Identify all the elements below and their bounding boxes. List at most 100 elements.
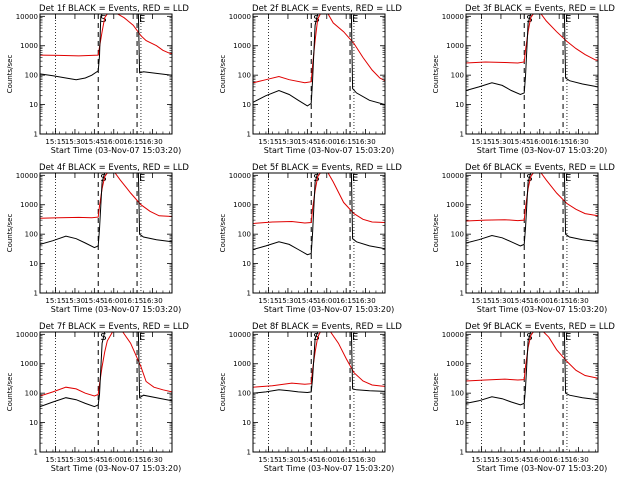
panel-title: Det 5f BLACK = Events, RED = LLD <box>252 163 402 173</box>
y-tick-label: 1 <box>247 131 251 139</box>
plot-frame <box>465 331 599 453</box>
y-tick-label: 10000 <box>442 13 464 21</box>
x-tick-label: 15:15 <box>471 297 491 305</box>
panel-det-4: Det 4f BLACK = Events, RED = LLD Counts/s… <box>6 163 189 314</box>
x-tick-label: 16:30 <box>142 297 162 305</box>
x-tick-label: 16:15 <box>123 138 143 146</box>
x-tick-label: 16:00 <box>317 297 337 305</box>
y-tick-label: 100 <box>451 72 464 80</box>
panel-det-3: Det 3f BLACK = Events, RED = LLD Counts/s… <box>432 4 615 155</box>
start-marker: S <box>313 332 319 343</box>
x-axis-label: Start Time (03-Nov-07 15:03:20) <box>264 146 394 155</box>
series-black-line <box>40 173 172 249</box>
x-tick-label: 16:30 <box>355 297 375 305</box>
x-tick-label: 15:45 <box>297 138 317 146</box>
plot-frame <box>252 331 386 453</box>
y-tick-label: 10 <box>455 419 464 427</box>
series-red-line <box>466 332 598 382</box>
panel-title: Det 1f BLACK = Events, RED = LLD <box>39 4 189 14</box>
x-tick-label: 16:15 <box>123 456 143 464</box>
x-tick-label: 15:15 <box>45 297 65 305</box>
y-tick-label: 10 <box>242 101 251 109</box>
plot-frame <box>39 13 173 135</box>
y-tick-label: 10000 <box>16 172 38 180</box>
x-tick-label: 16:00 <box>104 297 124 305</box>
y-tick-label: 100 <box>451 231 464 239</box>
series-red-line <box>466 14 598 64</box>
x-tick-label: 16:15 <box>336 138 356 146</box>
y-tick-label: 100 <box>238 72 251 80</box>
x-tick-label: 16:30 <box>142 456 162 464</box>
series-red-line <box>253 332 385 388</box>
series-black-line <box>253 14 385 107</box>
panel-title: Det 7f BLACK = Events, RED = LLD <box>39 322 189 332</box>
x-tick-label: 15:15 <box>471 138 491 146</box>
y-axis-label: Counts/sec <box>432 214 440 253</box>
panel-det-9: Det 9f BLACK = Events, RED = LLD Counts/s… <box>432 322 615 473</box>
y-tick-label: 1 <box>247 290 251 298</box>
x-tick-label: 15:15 <box>45 456 65 464</box>
y-axis-label: Counts/sec <box>219 55 227 94</box>
y-tick-label: 1 <box>460 131 464 139</box>
y-tick-label: 10000 <box>229 331 251 339</box>
x-tick-label: 15:15 <box>471 456 491 464</box>
series-black-line <box>253 332 385 394</box>
panel-title: Det 4f BLACK = Events, RED = LLD <box>39 163 189 173</box>
y-axis-label: Counts/sec <box>432 55 440 94</box>
x-axis-label: Start Time (03-Nov-07 15:03:20) <box>51 464 181 473</box>
x-tick-label: 15:30 <box>491 297 511 305</box>
x-tick-label: 16:30 <box>568 138 588 146</box>
x-tick-label: 15:15 <box>258 138 278 146</box>
plot-frame <box>465 13 599 135</box>
series-black-line <box>466 173 598 247</box>
x-axis-label: Start Time (03-Nov-07 15:03:20) <box>477 464 607 473</box>
end-marker: E <box>352 173 358 184</box>
x-tick-label: 15:30 <box>65 138 85 146</box>
y-axis-label: Counts/sec <box>6 373 14 412</box>
x-tick-label: 15:45 <box>510 138 530 146</box>
end-marker: E <box>352 14 358 25</box>
y-tick-label: 1 <box>34 449 38 457</box>
x-tick-label: 16:30 <box>568 297 588 305</box>
panel-det-8: Det 8f BLACK = Events, RED = LLD Counts/s… <box>219 322 402 473</box>
y-tick-label: 1 <box>247 449 251 457</box>
plot-frame <box>39 172 173 294</box>
y-tick-label: 1000 <box>446 201 464 209</box>
y-tick-label: 1000 <box>233 201 251 209</box>
y-tick-label: 1 <box>34 131 38 139</box>
end-marker: E <box>565 173 571 184</box>
series-black-line <box>466 332 598 406</box>
x-tick-label: 15:45 <box>297 297 317 305</box>
x-tick-label: 16:15 <box>549 297 569 305</box>
plot-frame <box>252 172 386 294</box>
plot-frame <box>252 13 386 135</box>
end-marker: E <box>139 332 145 343</box>
series-black-line <box>466 14 598 96</box>
x-tick-label: 15:45 <box>84 456 104 464</box>
series-red-line <box>40 14 172 57</box>
x-tick-label: 16:00 <box>104 138 124 146</box>
x-axis-label: Start Time (03-Nov-07 15:03:20) <box>51 305 181 314</box>
x-tick-label: 16:15 <box>549 138 569 146</box>
x-tick-label: 15:45 <box>297 456 317 464</box>
end-marker: E <box>352 332 358 343</box>
x-tick-label: 15:30 <box>278 138 298 146</box>
y-tick-label: 100 <box>25 72 38 80</box>
panel-det-2: Det 2f BLACK = Events, RED = LLD Counts/s… <box>219 4 402 155</box>
series-red-line <box>253 173 385 224</box>
end-marker: E <box>565 14 571 25</box>
x-tick-label: 16:00 <box>317 456 337 464</box>
x-tick-label: 15:15 <box>45 138 65 146</box>
panel-det-6: Det 6f BLACK = Events, RED = LLD Counts/s… <box>432 163 615 314</box>
y-tick-label: 100 <box>25 231 38 239</box>
x-tick-label: 16:30 <box>568 456 588 464</box>
y-tick-label: 100 <box>25 390 38 398</box>
x-tick-label: 15:30 <box>65 297 85 305</box>
x-tick-label: 15:15 <box>258 297 278 305</box>
x-tick-label: 16:30 <box>355 456 375 464</box>
x-axis-label: Start Time (03-Nov-07 15:03:20) <box>264 305 394 314</box>
y-tick-label: 10000 <box>16 331 38 339</box>
panel-title: Det 3f BLACK = Events, RED = LLD <box>465 4 615 14</box>
x-tick-label: 15:15 <box>258 456 278 464</box>
x-tick-label: 16:00 <box>530 297 550 305</box>
